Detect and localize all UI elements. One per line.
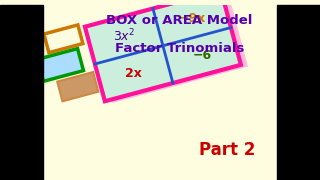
Bar [0,5,43,180]
Text: 2x: 2x [125,67,142,80]
Bar [37,49,84,81]
Text: −6: −6 [192,49,212,62]
Bar [85,0,241,101]
Bar [57,72,98,101]
Text: BOX or AREA Model: BOX or AREA Model [106,14,252,27]
Text: Part 2: Part 2 [199,141,255,159]
Text: −9x: −9x [178,12,205,24]
Text: $3x^2$: $3x^2$ [113,28,135,45]
Bar [277,5,320,180]
Text: Factor Trinomials: Factor Trinomials [115,42,244,55]
Bar [44,25,83,53]
Bar [92,0,248,103]
